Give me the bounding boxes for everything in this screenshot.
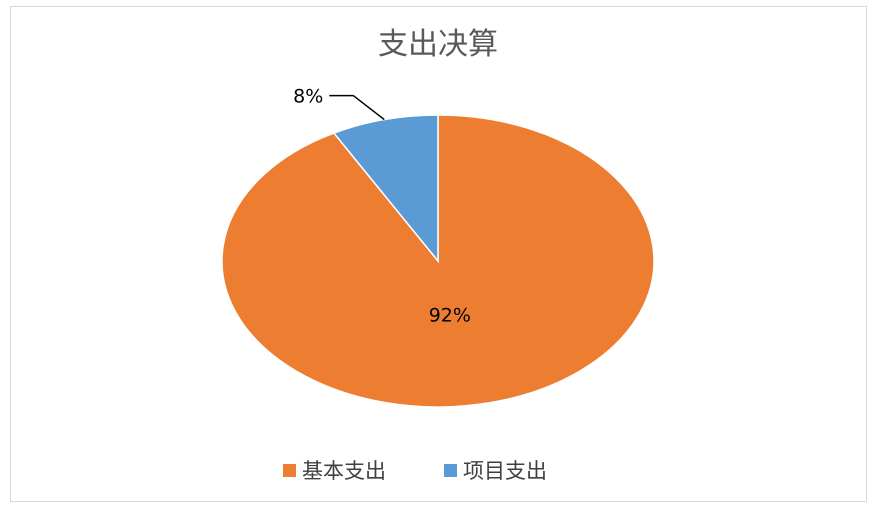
legend: 基本支出 项目支出 (283, 459, 547, 483)
pie-slice-1 (221, 114, 655, 408)
legend-swatch-1 (283, 464, 296, 477)
data-label-1: 92% (429, 305, 471, 327)
legend-swatch-2 (444, 464, 457, 477)
legend-label-1: 基本支出 (302, 459, 386, 483)
legend-label-2: 项目支出 (463, 459, 547, 483)
data-label-2: 8% (293, 86, 323, 108)
leader-line-2 (329, 94, 385, 121)
pie-slice-2 (332, 114, 439, 264)
chart-title: 支出决算 (378, 27, 498, 62)
data-labels: 92% 8% (293, 86, 471, 327)
pie-slices (221, 114, 655, 408)
